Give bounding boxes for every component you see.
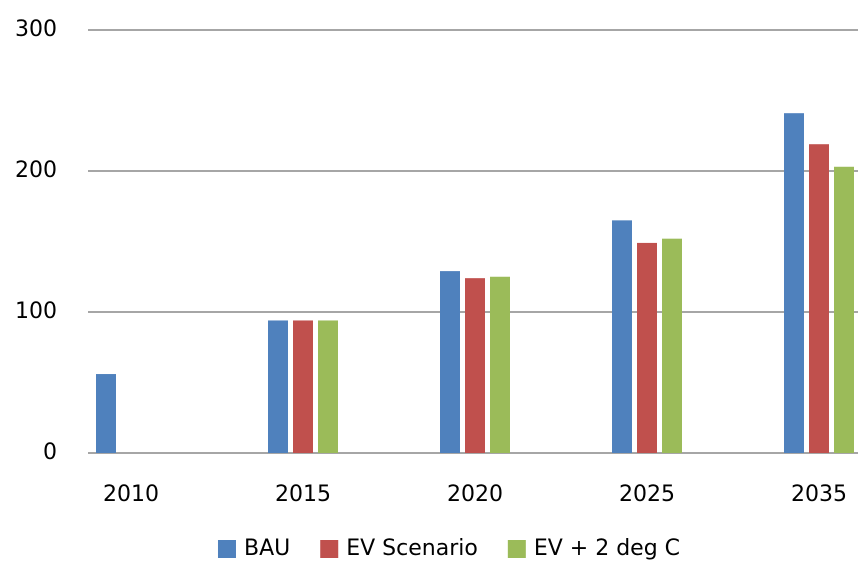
bar xyxy=(440,271,460,453)
bar xyxy=(465,278,485,453)
legend-label: BAU xyxy=(244,536,290,561)
x-tick-label: 2015 xyxy=(275,482,331,507)
legend-label: EV + 2 deg C xyxy=(534,536,680,561)
x-tick-label: 2025 xyxy=(619,482,675,507)
y-tick-label: 200 xyxy=(15,158,57,183)
bar xyxy=(612,220,632,453)
bar xyxy=(96,374,116,453)
bar xyxy=(784,113,804,453)
legend-swatch xyxy=(507,540,526,558)
bar xyxy=(318,320,338,453)
bar xyxy=(662,238,682,453)
x-tick-label: 2010 xyxy=(103,482,159,507)
legend-swatch xyxy=(320,540,339,558)
bar xyxy=(268,320,288,453)
legend-swatch xyxy=(217,540,236,558)
y-tick-label: 100 xyxy=(15,299,57,324)
legend-label: EV Scenario xyxy=(346,536,478,561)
bar xyxy=(637,242,657,453)
x-tick-label: 2035 xyxy=(791,482,847,507)
y-tick-label: 300 xyxy=(15,17,57,42)
bar xyxy=(490,276,510,453)
bar xyxy=(834,166,854,453)
x-tick-label: 2020 xyxy=(447,482,503,507)
bar xyxy=(293,320,313,453)
bar xyxy=(809,144,829,453)
y-tick-label: 0 xyxy=(43,440,57,465)
